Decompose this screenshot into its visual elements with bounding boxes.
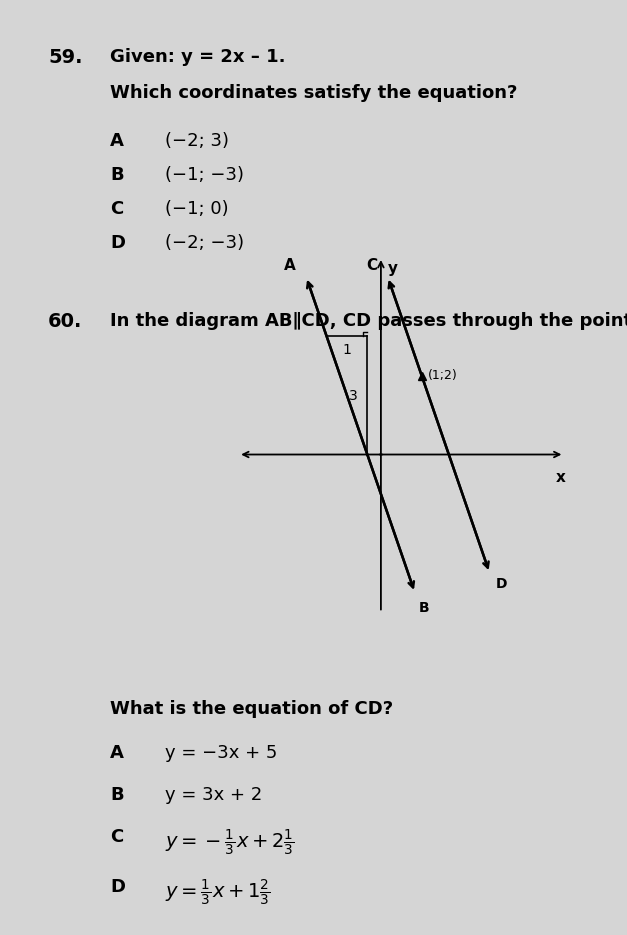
Text: (−2; 3): (−2; 3) [165,132,229,150]
Text: Which coordinates satisfy the equation?: Which coordinates satisfy the equation? [110,84,517,102]
Text: What is the equation of CD?: What is the equation of CD? [110,700,393,718]
Text: y: y [388,261,398,276]
Text: A: A [110,132,124,150]
Text: B: B [110,166,124,184]
Text: y = −3x + 5: y = −3x + 5 [165,744,277,762]
Text: (−2; −3): (−2; −3) [165,234,244,252]
Text: D: D [110,234,125,252]
Text: 3: 3 [349,389,357,403]
Text: In the diagram AB∥CD, CD passes through the point (1; 2).: In the diagram AB∥CD, CD passes through … [110,312,627,330]
Text: A: A [284,258,296,273]
Text: (−1; 0): (−1; 0) [165,200,229,218]
Text: C: C [110,828,124,846]
Text: C: C [110,200,124,218]
Text: $y = -\frac{1}{3}x + 2\frac{1}{3}$: $y = -\frac{1}{3}x + 2\frac{1}{3}$ [165,828,295,858]
Text: B: B [419,600,429,614]
Text: (−1; −3): (−1; −3) [165,166,244,184]
Text: D: D [110,878,125,896]
Text: y = 3x + 2: y = 3x + 2 [165,786,262,804]
Text: 59.: 59. [48,48,83,67]
Text: $y = \frac{1}{3}x + 1\frac{2}{3}$: $y = \frac{1}{3}x + 1\frac{2}{3}$ [165,878,271,908]
Text: D: D [496,577,507,591]
Text: A: A [110,744,124,762]
Text: Given: y = 2x – 1.: Given: y = 2x – 1. [110,48,285,66]
Text: C: C [366,258,377,273]
Text: B: B [110,786,124,804]
Text: 60.: 60. [48,312,82,331]
Text: 1: 1 [342,343,352,357]
Text: x: x [556,470,565,485]
Text: (1;2): (1;2) [428,369,458,382]
